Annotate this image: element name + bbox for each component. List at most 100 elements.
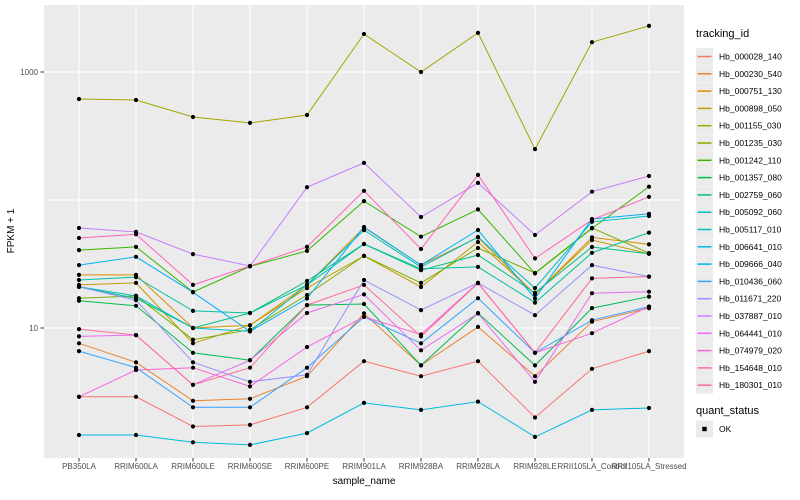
data-point bbox=[190, 350, 196, 355]
data-point bbox=[247, 396, 253, 401]
data-point bbox=[190, 341, 196, 346]
legend-label: Hb_002759_060 bbox=[719, 190, 782, 200]
data-point bbox=[532, 363, 538, 368]
data-point bbox=[361, 400, 367, 405]
data-point bbox=[133, 333, 139, 338]
x-tick-label: RRII105LA_Stressed bbox=[611, 462, 686, 471]
data-point bbox=[304, 244, 310, 249]
data-point bbox=[76, 272, 82, 277]
data-point bbox=[475, 207, 481, 212]
data-point bbox=[133, 280, 139, 285]
data-point bbox=[190, 252, 196, 257]
legend-label: Hb_000751_130 bbox=[719, 86, 782, 96]
data-point bbox=[133, 275, 139, 280]
data-point bbox=[532, 232, 538, 238]
data-point bbox=[589, 189, 595, 194]
legend-label: Hb_064441_010 bbox=[719, 328, 782, 338]
data-point bbox=[418, 363, 424, 368]
data-point bbox=[646, 173, 652, 179]
data-point bbox=[190, 382, 196, 387]
data-point bbox=[646, 242, 652, 247]
legend-title-quant-status: quant_status bbox=[696, 405, 759, 417]
data-point bbox=[133, 360, 139, 365]
x-tick-label: PB350LA bbox=[62, 462, 96, 471]
legend-label: Hb_005117_010 bbox=[719, 225, 782, 235]
x-tick-label: RRIM901LA bbox=[342, 462, 386, 471]
data-point bbox=[304, 310, 310, 316]
x-tick-label: RRIM600PE bbox=[285, 462, 329, 471]
data-point bbox=[646, 23, 652, 28]
data-point bbox=[133, 97, 139, 103]
legend-item: Hb_074979_020 bbox=[696, 342, 782, 360]
data-point bbox=[76, 263, 82, 268]
data-point bbox=[304, 292, 310, 298]
data-point bbox=[589, 250, 595, 255]
x-tick-label: RRIM600SE bbox=[228, 462, 272, 471]
legend-item: Hb_001155_030 bbox=[696, 117, 782, 135]
data-point bbox=[646, 211, 652, 216]
data-point bbox=[76, 277, 82, 283]
x-tick-label: RRII105LA_Control bbox=[557, 462, 627, 471]
data-point bbox=[247, 263, 253, 269]
data-point bbox=[133, 394, 139, 399]
data-point bbox=[532, 313, 538, 318]
data-point bbox=[304, 282, 310, 287]
data-point bbox=[304, 296, 310, 301]
x-tick-label: RRIM600LE bbox=[171, 462, 215, 471]
data-point bbox=[589, 244, 595, 250]
data-point bbox=[361, 277, 367, 283]
data-point bbox=[532, 256, 538, 261]
data-point bbox=[361, 314, 367, 319]
data-point bbox=[304, 112, 310, 118]
data-point bbox=[361, 199, 367, 204]
data-point bbox=[304, 431, 310, 436]
data-point bbox=[475, 234, 481, 240]
data-point bbox=[361, 188, 367, 193]
legend-item: Hb_037887_010 bbox=[696, 307, 782, 325]
y-tick-label: 10 bbox=[29, 324, 38, 333]
data-point bbox=[532, 374, 538, 379]
data-point bbox=[304, 185, 310, 190]
data-point bbox=[190, 337, 196, 342]
legend-title-tracking-id: tracking_id bbox=[696, 28, 749, 40]
data-point bbox=[475, 172, 481, 177]
data-point bbox=[475, 264, 481, 269]
data-points bbox=[76, 23, 652, 447]
data-point bbox=[304, 405, 310, 410]
legend-item: Hb_010436_060 bbox=[696, 272, 782, 290]
data-point bbox=[418, 284, 424, 290]
data-point bbox=[475, 359, 481, 364]
x-tick-label: RRIM928BA bbox=[399, 462, 444, 471]
data-point bbox=[475, 399, 481, 404]
data-point bbox=[247, 310, 253, 316]
y-tick-label: 1000 bbox=[20, 68, 38, 77]
data-point bbox=[361, 253, 367, 258]
legend-label: Hb_001357_080 bbox=[719, 173, 782, 183]
data-point bbox=[361, 292, 367, 297]
data-point bbox=[418, 374, 424, 379]
axes: 1000 10 PB350LA RRIM600LA RRIM600LE RRIM600SE… bbox=[20, 68, 686, 471]
data-point bbox=[304, 365, 310, 370]
data-point bbox=[532, 290, 538, 295]
legend-item: Hb_006641_010 bbox=[696, 238, 782, 256]
x-axis-title: sample_name bbox=[333, 476, 396, 487]
data-point bbox=[190, 424, 196, 429]
data-point bbox=[532, 147, 538, 152]
data-point bbox=[133, 254, 139, 259]
data-point bbox=[532, 286, 538, 291]
data-point bbox=[247, 422, 253, 427]
data-point bbox=[247, 442, 253, 447]
legend-label: Hb_001242_110 bbox=[719, 155, 782, 165]
data-point bbox=[418, 263, 424, 268]
data-point bbox=[589, 331, 595, 336]
data-point bbox=[304, 278, 310, 284]
data-point bbox=[589, 217, 595, 222]
data-point bbox=[418, 246, 424, 252]
x-tick-label: RRIM600LA bbox=[114, 462, 158, 471]
data-point bbox=[418, 348, 424, 353]
data-point bbox=[76, 327, 82, 332]
data-point bbox=[76, 284, 82, 289]
data-point bbox=[247, 329, 253, 334]
data-point bbox=[133, 432, 139, 438]
